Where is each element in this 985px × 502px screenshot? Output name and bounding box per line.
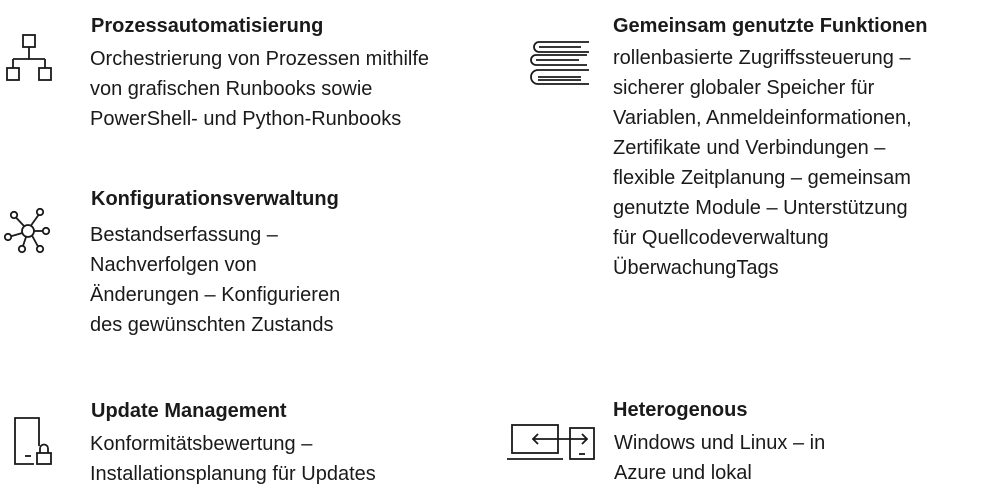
description-line: Konformitätsbewertung – — [90, 433, 313, 455]
description-line: von grafischen Runbooks sowie — [90, 78, 373, 100]
description-line: Orchestrierung von Prozessen mithilfe — [90, 48, 430, 70]
network-hub-icon — [3, 207, 52, 255]
description-line: Windows und Linux – in — [614, 432, 826, 454]
process-automation-title: Prozessautomatisierung — [91, 15, 324, 37]
flowchart-icon — [6, 34, 54, 82]
process-automation-description: Orchestrierung von Prozessen mithilfe vo… — [90, 44, 429, 134]
description-line: Änderungen – Konfigurieren — [90, 284, 341, 306]
description-line: rollenbasierte Zugriffssteuerung – — [613, 47, 911, 69]
description-line: genutzte Module – Unterstützung — [613, 197, 908, 219]
description-line: flexible Zeitplanung – gemeinsam — [613, 167, 911, 189]
description-line: Azure und lokal — [614, 462, 752, 484]
description-line: Bestandserfassung – — [90, 224, 278, 246]
configuration-management-description: Bestandserfassung – Nachverfolgen von Än… — [90, 220, 340, 340]
shared-functions-description: rollenbasierte Zugriffssteuerung – siche… — [613, 43, 912, 283]
update-management-description: Konformitätsbewertung – Installationspla… — [90, 429, 376, 489]
heterogenous-title: Heterogenous — [613, 399, 748, 421]
locked-document-icon — [14, 417, 54, 465]
description-line: Zertifikate und Verbindungen – — [613, 137, 886, 159]
description-line: PowerShell- und Python-Runbooks — [90, 108, 402, 130]
description-line: ÜberwachungTags — [613, 257, 779, 279]
description-line: sicherer globaler Speicher für — [613, 77, 875, 99]
heterogenous-description: Windows und Linux – in Azure und lokal — [614, 428, 825, 488]
description-line: Installationsplanung für Updates — [90, 463, 376, 485]
description-line: Nachverfolgen von — [90, 254, 257, 276]
shared-functions-title: Gemeinsam genutzte Funktionen — [613, 15, 928, 37]
description-line: für Quellcodeverwaltung — [613, 227, 829, 249]
description-line: des gewünschten Zustands — [90, 314, 334, 336]
stacked-books-icon — [530, 40, 591, 90]
update-management-title: Update Management — [91, 400, 287, 422]
configuration-management-title: Konfigurationsverwaltung — [91, 188, 339, 210]
laptop-transfer-icon — [507, 424, 597, 464]
description-line: Variablen, Anmeldeinformationen, — [613, 107, 912, 129]
